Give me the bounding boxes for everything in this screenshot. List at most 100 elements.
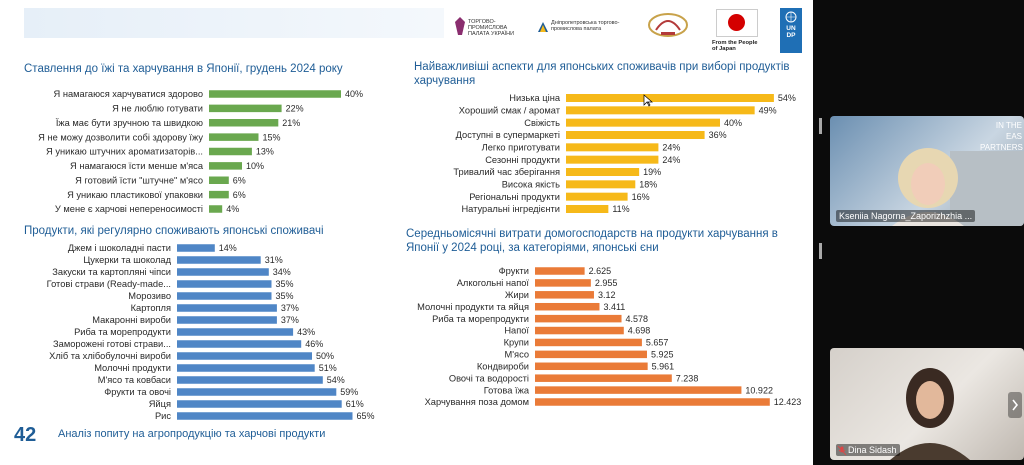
chart2-bar <box>566 205 609 213</box>
chart1-bar <box>209 119 279 127</box>
chart2-category-label: Висока якість <box>502 180 560 190</box>
participant-tile-dina[interactable]: Dina Sidash <box>830 348 1024 460</box>
chart3-bar <box>177 256 261 264</box>
chart2-title: Найважливіші аспекти для японських спожи… <box>414 61 790 87</box>
chart3-bar <box>177 412 353 420</box>
chart2-category-label: Свіжість <box>524 118 560 128</box>
chart1-bar <box>209 176 229 184</box>
chart4-bar <box>535 326 624 335</box>
chart4-category-label: Крупи <box>504 338 529 348</box>
dnipro-emblem-icon <box>538 22 548 32</box>
chart2-value-label: 11% <box>612 204 629 214</box>
chart4-title: Середньомісячні витрати домогосподарств … <box>406 228 778 254</box>
microphone-muted-icon <box>837 445 847 456</box>
chart3-bar <box>177 316 277 324</box>
chart3-value-label: 61% <box>346 399 364 409</box>
slide-page-number: 42 <box>14 424 37 446</box>
gallery-splitter-handle[interactable] <box>819 243 822 259</box>
chart2-value-label: 19% <box>643 167 661 177</box>
chart4-value-label: 3.411 <box>603 302 625 312</box>
chart1-value-label: 6% <box>233 175 246 185</box>
chart3-category-label: Закуски та картопляні чіпси <box>52 267 171 277</box>
chart1-category-label: Я уникаю пластикової упаковки <box>67 190 203 200</box>
chart4-bar <box>535 362 648 371</box>
chart4-value-label: 7.238 <box>676 373 699 383</box>
chart3-bar <box>177 340 302 348</box>
chart3-bar <box>177 292 272 300</box>
chart2-bar <box>566 131 705 139</box>
chart4-bar <box>535 291 594 299</box>
mouse-cursor-icon <box>643 94 653 107</box>
chart3-value-label: 35% <box>276 279 294 289</box>
chart2-value-label: 24% <box>662 143 680 153</box>
chart4-category-label: М'ясо <box>505 350 529 360</box>
chart3-bar <box>177 268 269 276</box>
chart4-value-label: 4.578 <box>626 314 649 324</box>
chart3-bar <box>177 280 272 288</box>
chart4-category-label: Молочні продукти та яйця <box>417 302 529 312</box>
chart3-bar <box>177 400 342 408</box>
chart4-category-label: Харчування поза домом <box>425 397 529 407</box>
chart4-value-label: 12.423 <box>774 397 802 407</box>
chart4-bar <box>535 267 585 275</box>
chart3-category-label: М'ясо та ковбаси <box>98 375 171 385</box>
gallery-next-arrow-icon[interactable] <box>1008 392 1022 418</box>
chart1-bar <box>209 162 242 170</box>
chart3-category-label: Яйця <box>149 399 171 409</box>
chart3-value-label: 65% <box>357 411 375 421</box>
chart1-value-label: 13% <box>256 147 274 157</box>
slide-footer-text: Аналіз попиту на агропродукцію та харчов… <box>58 428 326 440</box>
japan-flag-sun <box>728 14 745 31</box>
chart2-bar <box>566 106 755 115</box>
chart1-category-label: Я намагаюся харчуватися здорово <box>54 89 203 99</box>
chart3-bar <box>177 244 215 252</box>
chart1-bar <box>209 90 341 98</box>
chart4-bar <box>535 398 770 406</box>
chart1-title: Ставлення до їжі та харчування в Японії,… <box>24 63 343 75</box>
chart3-category-label: Картопля <box>131 303 171 313</box>
ornament-logo-icon <box>648 13 688 37</box>
chart4-value-label: 2.955 <box>595 278 618 288</box>
chart3-title: Продукти, які регулярно споживають японс… <box>24 225 324 237</box>
chart1-category-label: Я намагаюся їсти менше м'яса <box>70 161 204 171</box>
chart3-bar <box>177 364 315 372</box>
chart2-aspects: Низька ціна 54% Хороший смак / аромат 49% Св… <box>453 93 796 214</box>
undp-logo: UNDP <box>780 8 802 53</box>
participant-tile-kseniia[interactable]: IN THE EAS PARTNERS Kseniia Nagorna_Zapo… <box>830 116 1024 226</box>
chart3-value-label: 51% <box>319 363 337 373</box>
chart2-bar <box>566 180 636 189</box>
chart4-value-label: 5.657 <box>646 338 669 348</box>
chart2-bar <box>566 192 628 201</box>
chart2-category-label: Доступні в супермаркеті <box>456 130 560 140</box>
chart4-category-label: Риба та морепродукти <box>432 314 529 324</box>
chart2-category-label: Сезонні продукти <box>485 155 560 165</box>
chart2-bar <box>566 118 720 127</box>
participant-name-dina: Dina Sidash <box>836 444 900 456</box>
chart2-category-label: Хороший смак / аромат <box>459 106 561 116</box>
chart3-value-label: 59% <box>340 387 358 397</box>
chart4-bar <box>535 374 672 382</box>
chart4-category-label: Жири <box>505 290 529 300</box>
chart1-value-label: 21% <box>282 118 300 128</box>
participant-name-kseniia: Kseniia Nagorna_Zaporizhzhia ... <box>836 210 976 222</box>
chart1-value-label: 10% <box>246 161 264 171</box>
chamber-ua-text: ТОРГОВО-ПРОМИСЛОВА ПАЛАТА УКРАЇНИ <box>468 19 515 37</box>
chart4-bar <box>535 350 647 359</box>
chart4-category-label: Кондвироби <box>477 361 529 371</box>
chart4-value-label: 5.925 <box>651 350 674 360</box>
chart3-products: Джем і шоколадні пасти 14% Цукерки та шоко… <box>47 243 375 421</box>
chart4-bar <box>535 386 742 394</box>
chart2-category-label: Низька ціна <box>509 93 561 103</box>
chart4-value-label: 3.12 <box>598 290 616 300</box>
chart2-value-label: 40% <box>724 118 742 128</box>
from-japan-text: From the People of Japan <box>712 40 758 52</box>
chart1-attitudes: Я намагаюся харчуватися здорово 40% Я не л… <box>38 89 363 214</box>
chart2-bar <box>566 155 659 164</box>
chart2-category-label: Тривалий час зберігання <box>453 167 560 177</box>
chart4-bar <box>535 302 600 311</box>
chart1-category-label: У мене є харчові непереносимості <box>55 204 203 214</box>
chart3-value-label: 35% <box>276 291 294 301</box>
chart1-bar <box>209 104 282 113</box>
chart1-value-label: 4% <box>226 204 239 214</box>
presentation-slide: ТОРГОВО-ПРОМИСЛОВА ПАЛАТА УКРАЇНИ Дніпро… <box>0 0 813 465</box>
